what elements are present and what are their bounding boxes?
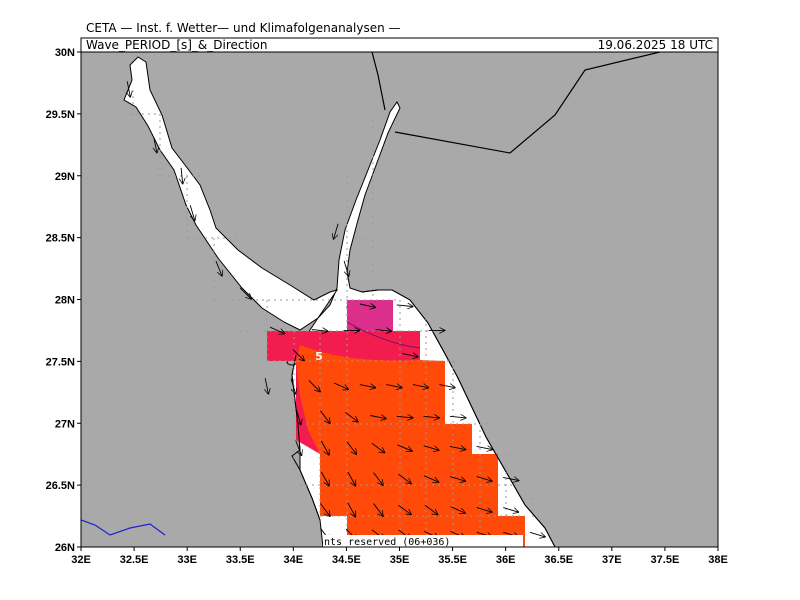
direction-arrow <box>412 385 429 388</box>
direction-arrow <box>476 476 492 482</box>
direction-arrow <box>450 476 465 482</box>
direction-arrow <box>476 507 492 513</box>
direction-arrow <box>333 382 349 390</box>
x-tick-label: 33.5E <box>226 554 255 566</box>
direction-arrow <box>476 446 493 449</box>
direction-arrow <box>449 416 466 418</box>
direction-arrow <box>347 502 356 517</box>
period-cell <box>296 362 320 454</box>
period-cell <box>300 336 420 361</box>
direction-arrow <box>295 440 302 456</box>
direction-arrow <box>449 446 466 449</box>
direction-arrow <box>423 475 439 483</box>
direction-arrow <box>396 305 413 307</box>
direction-arrow <box>181 167 183 184</box>
direction-arrow <box>370 416 386 419</box>
direction-arrow <box>215 260 222 276</box>
x-tick-label: 32.5E <box>120 554 149 566</box>
direction-arrow <box>320 440 329 455</box>
direction-arrow <box>439 385 455 388</box>
gulf-of-suez <box>123 56 339 331</box>
x-tick-label: 33E <box>177 554 197 566</box>
x-tick-label: 35E <box>390 554 410 566</box>
y-tick-label: 29N <box>55 171 75 183</box>
direction-arrow <box>308 380 320 392</box>
contour-line <box>346 321 421 349</box>
y-tick-label: 26N <box>55 542 75 554</box>
direction-arrow <box>450 506 466 513</box>
direction-arrow <box>371 442 385 453</box>
rights-text: nts reserved (06+036) <box>324 537 450 548</box>
rights-box <box>323 535 523 547</box>
direction-arrow <box>386 385 402 388</box>
direction-arrow <box>269 326 285 334</box>
direction-arrow <box>398 473 411 484</box>
contour-label: 5 <box>315 350 323 363</box>
x-tick-label: 32E <box>71 554 91 566</box>
x-tick-label: 36E <box>496 554 516 566</box>
y-tick-label: 28N <box>55 295 75 307</box>
y-tick-label: 28.5N <box>46 233 75 245</box>
x-tick-label: 36.5E <box>544 554 573 566</box>
direction-arrow <box>424 504 438 515</box>
direction-arrow <box>343 260 349 276</box>
direction-arrow <box>373 503 384 517</box>
direction-arrow <box>154 136 157 153</box>
y-tick-label: 26.5N <box>46 480 75 492</box>
x-axis: 32E 32.5E 33E 33.5E 34E 34.5E 35E 35.5E 36E 36.5E… <box>71 547 728 566</box>
direction-arrow <box>359 385 376 388</box>
border-line <box>371 52 386 111</box>
direction-arrow <box>359 304 376 307</box>
direction-arrow <box>423 445 439 451</box>
direction-arrow <box>396 416 413 418</box>
period-cell <box>296 345 525 547</box>
credit-text: CETA — Inst. f. Wetter— und Klimafolgena… <box>86 21 401 35</box>
coastline <box>361 289 556 547</box>
direction-arrow <box>397 444 413 451</box>
direction-arrow <box>398 504 411 515</box>
direction-arrow <box>239 287 251 299</box>
direction-arrow <box>320 410 330 424</box>
x-tick-label: 34.5E <box>332 554 361 566</box>
direction-arrow <box>347 471 356 486</box>
direction-arrow <box>334 223 339 239</box>
nile-river <box>81 519 166 536</box>
y-axis: 30N 29.5N 29N 28.5N 28N 27.5N 27N 26.5N 26N <box>46 47 81 554</box>
x-tick-label: 38E <box>708 554 728 566</box>
product-title: Wave_PERIOD_[s]_&_Direction <box>86 38 268 52</box>
direction-arrow <box>503 477 519 480</box>
period-cell <box>347 300 393 331</box>
direction-arrow <box>346 441 357 455</box>
direction-arrow <box>373 472 384 486</box>
y-tick-label: 27.5N <box>46 356 75 368</box>
direction-arrow <box>375 330 392 332</box>
direction-arrow <box>295 409 301 424</box>
y-tick-label: 29.5N <box>46 109 75 121</box>
direction-arrow <box>290 378 296 394</box>
direction-arrow <box>127 81 130 97</box>
direction-arrow <box>423 416 439 418</box>
direction-arrow <box>189 205 195 220</box>
x-tick-label: 37E <box>602 554 622 566</box>
x-tick-label: 37.5E <box>651 554 680 566</box>
direction-arrow <box>345 411 358 422</box>
direction-arrow <box>402 354 418 357</box>
y-tick-label: 30N <box>55 47 75 59</box>
direction-arrow <box>320 471 329 486</box>
direction-arrow <box>265 378 268 394</box>
direction-arrow <box>503 507 518 513</box>
direction-arrow <box>292 349 304 361</box>
direction-arrow <box>529 531 545 537</box>
border-line <box>394 52 661 154</box>
direction-arrow <box>320 503 330 517</box>
y-tick-label: 27N <box>55 418 75 430</box>
valid-time: 19.06.2025 18 UTC <box>598 38 713 52</box>
x-tick-label: 35.5E <box>438 554 467 566</box>
direction-arrow <box>311 330 328 332</box>
x-tick-label: 34E <box>284 554 304 566</box>
